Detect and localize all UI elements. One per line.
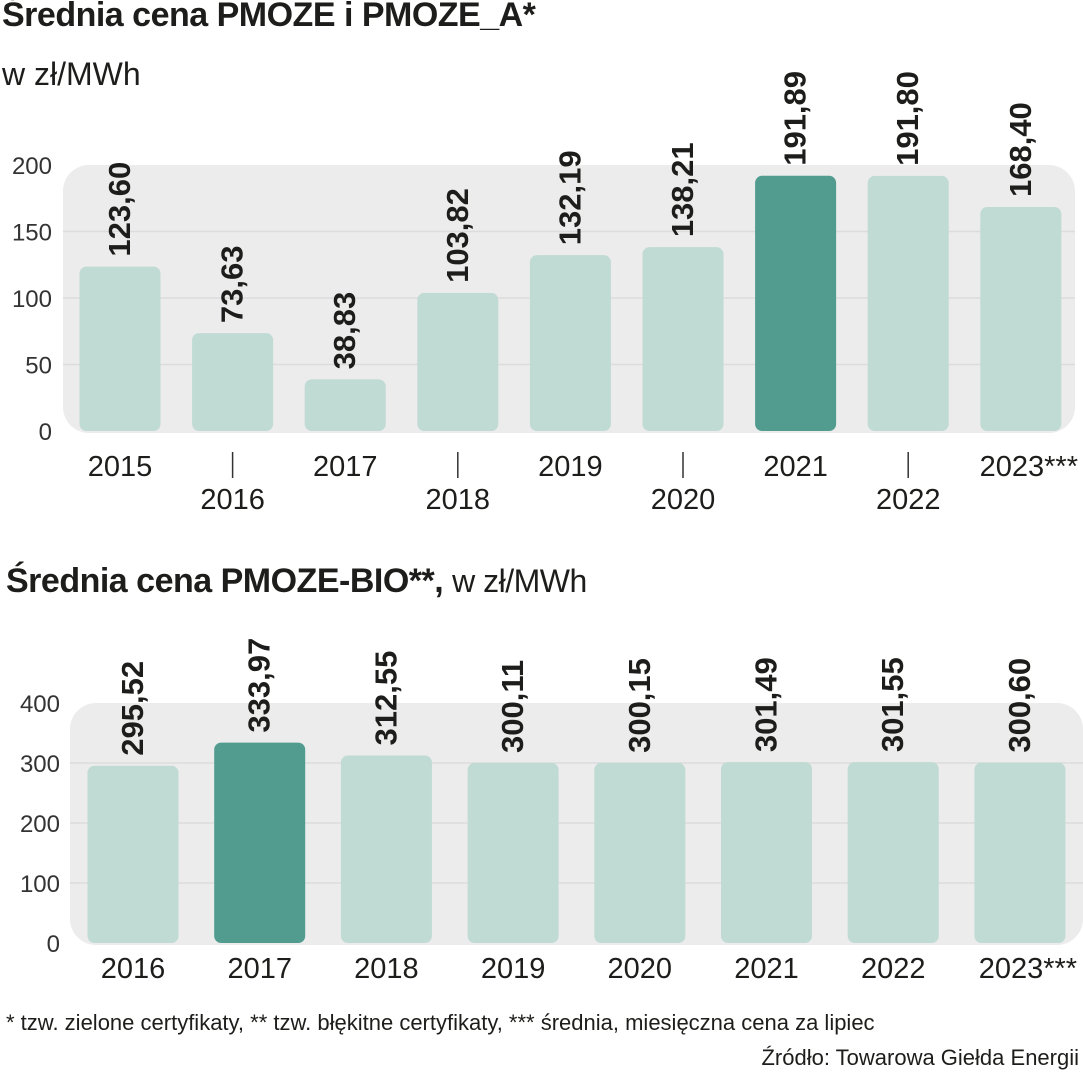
- value-label: 138,21: [665, 142, 700, 237]
- y-tick-label: 0: [47, 931, 60, 958]
- value-label: 300,15: [622, 658, 657, 753]
- footnote: * tzw. zielone certyfikaty, ** tzw. błęk…: [6, 1010, 875, 1035]
- y-tick-label: 0: [39, 419, 52, 446]
- value-label: 301,49: [749, 657, 784, 752]
- y-tick-label: 300: [20, 751, 60, 778]
- bar: [467, 762, 559, 943]
- bar: [755, 175, 837, 431]
- bar: [192, 333, 274, 431]
- value-label: 300,11: [495, 660, 530, 753]
- bar: [974, 762, 1066, 943]
- x-tick-label: 2017: [227, 953, 292, 985]
- bar: [304, 379, 386, 431]
- value-label: 301,55: [875, 657, 910, 752]
- bar: [417, 292, 499, 431]
- y-tick-label: 200: [20, 811, 60, 838]
- x-tick-label: 2015: [88, 451, 153, 483]
- x-tick-label: 2021: [763, 451, 828, 483]
- value-label: 312,55: [368, 651, 403, 746]
- x-tick-label: 2016: [101, 953, 166, 985]
- x-tick-label: 2022: [861, 953, 926, 985]
- x-tick-label: 2017: [313, 451, 378, 483]
- value-label: 191,89: [778, 71, 813, 166]
- y-tick-label: 150: [12, 220, 52, 247]
- chart2-title: Średnia cena PMOZE-BIO**, w zł/MWh: [6, 562, 587, 601]
- x-tick-label: 2019: [538, 451, 603, 483]
- bar: [87, 765, 179, 943]
- bar: [847, 762, 939, 943]
- value-label: 123,60: [102, 162, 137, 257]
- x-tick-label: 2020: [608, 953, 673, 985]
- value-label: 333,97: [242, 638, 277, 733]
- bar: [642, 247, 724, 431]
- x-tick-label: 2022: [876, 484, 941, 516]
- bar: [721, 762, 812, 943]
- value-label: 191,80: [890, 71, 925, 166]
- value-label: 73,63: [215, 245, 250, 323]
- x-tick-label: 2016: [200, 484, 265, 516]
- y-tick-label: 200: [12, 153, 52, 180]
- bar: [340, 755, 432, 943]
- y-tick-label: 50: [25, 353, 52, 380]
- x-tick-label: 2023***: [979, 953, 1077, 985]
- x-tick-label: 2018: [426, 484, 491, 516]
- chart2-unit: w zł/MWh: [452, 563, 587, 599]
- x-tick-label: 2019: [481, 953, 546, 985]
- bar: [594, 762, 686, 943]
- y-tick-label: 100: [20, 871, 60, 898]
- bar: [529, 255, 611, 431]
- chart1-unit: w zł/MWh: [2, 56, 141, 92]
- source-note: Źródło: Towarowa Giełda Energii: [761, 1045, 1079, 1070]
- x-tick-label: 2020: [651, 484, 716, 516]
- value-label: 168,40: [1003, 102, 1038, 197]
- x-tick-label: 2023***: [980, 451, 1078, 483]
- value-label: 38,83: [327, 292, 362, 370]
- value-label: 103,82: [440, 188, 475, 283]
- y-tick-label: 400: [20, 691, 60, 718]
- value-label: 132,19: [552, 150, 587, 245]
- y-tick-label: 100: [12, 286, 52, 313]
- chart1-title: Średnia cena PMOZE i PMOZE_A*: [2, 0, 536, 34]
- bar: [214, 742, 306, 943]
- bar: [980, 207, 1062, 431]
- value-label: 300,60: [1002, 658, 1037, 753]
- chart1-pmoze: 0 50 100 150 200 123,60 2015 73,63 2016 38,83 2017…: [12, 71, 1078, 516]
- chart2-title-text: Średnia cena PMOZE-BIO**,: [6, 562, 444, 600]
- x-tick-label: 2021: [734, 953, 799, 985]
- bar: [79, 266, 161, 431]
- value-label: 295,52: [115, 661, 150, 756]
- x-tick-label: 2018: [354, 953, 419, 985]
- bar: [867, 175, 949, 431]
